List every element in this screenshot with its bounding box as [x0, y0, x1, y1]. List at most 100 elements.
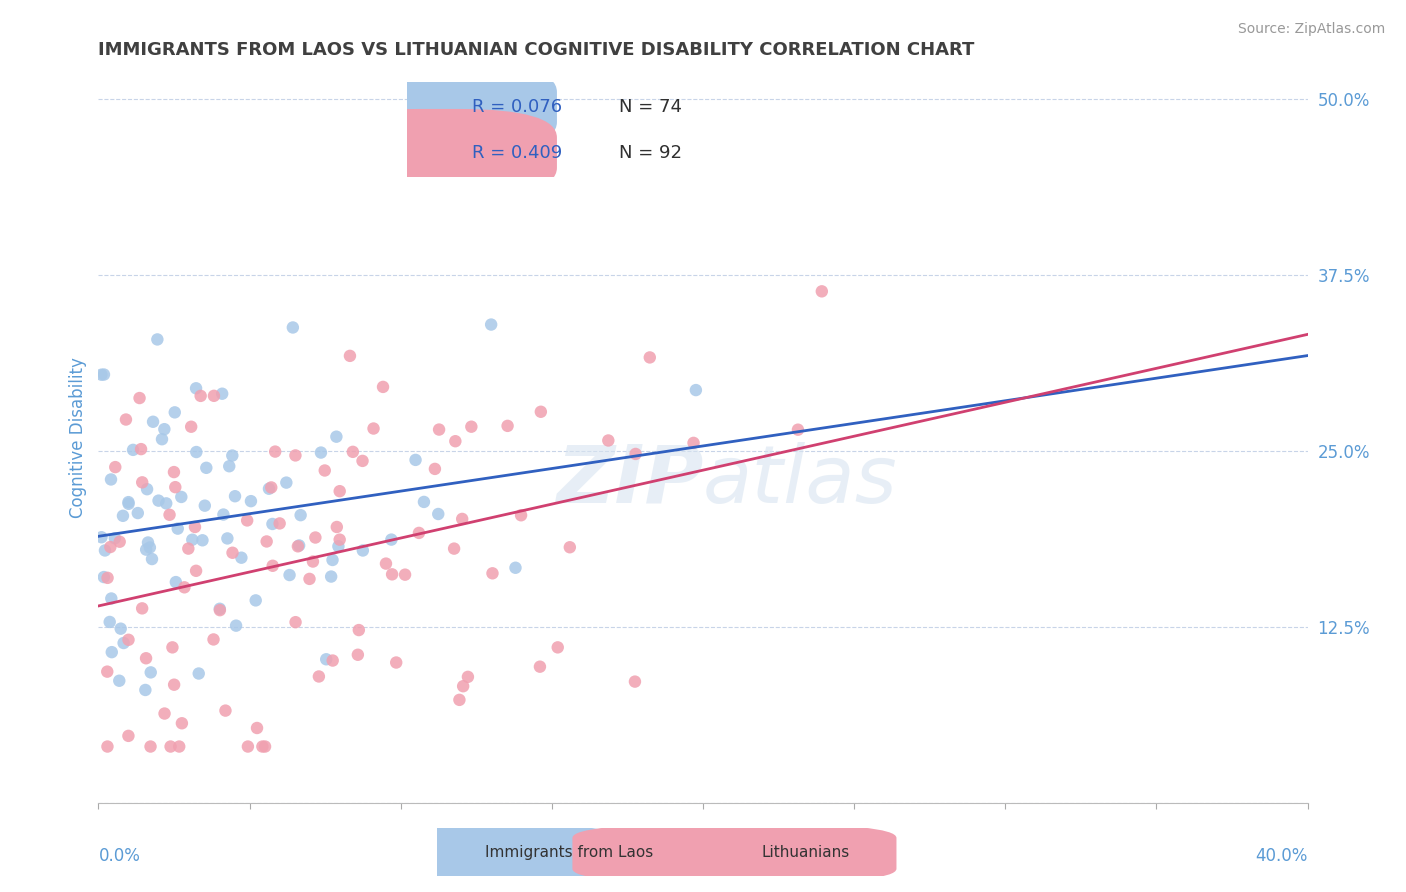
Point: [153, 422, 176, 436]
Point: [371, 380, 394, 394]
Point: [117, 729, 139, 743]
Point: [287, 539, 309, 553]
Point: [139, 739, 162, 754]
Point: [117, 495, 139, 509]
Point: [90, 368, 112, 382]
Point: [451, 679, 474, 693]
Point: [329, 484, 352, 499]
Point: [127, 506, 149, 520]
Point: [155, 496, 177, 510]
Point: [221, 449, 243, 463]
Point: [451, 512, 474, 526]
Point: [496, 418, 519, 433]
Point: [208, 601, 231, 615]
Point: [302, 555, 325, 569]
Point: [93, 368, 115, 382]
Y-axis label: Cognitive Disability: Cognitive Disability: [69, 357, 87, 517]
Point: [339, 349, 361, 363]
Point: [479, 318, 502, 332]
Point: [115, 412, 138, 426]
Point: [134, 683, 156, 698]
Point: [427, 423, 450, 437]
Point: [326, 520, 349, 534]
Point: [380, 533, 402, 547]
Point: [624, 447, 647, 461]
Text: 0.0%: 0.0%: [98, 847, 141, 864]
Point: [100, 645, 122, 659]
Point: [173, 580, 195, 594]
Point: [685, 383, 707, 397]
Point: [211, 386, 233, 401]
Point: [264, 444, 287, 458]
Point: [217, 532, 239, 546]
Point: [170, 716, 193, 731]
Point: [96, 665, 118, 679]
Point: [598, 434, 620, 448]
Point: [262, 558, 284, 573]
Point: [505, 561, 527, 575]
Point: [96, 571, 118, 585]
Point: [195, 460, 218, 475]
Point: [111, 508, 134, 523]
Point: [170, 490, 193, 504]
Point: [315, 652, 337, 666]
Point: [231, 550, 253, 565]
Point: [202, 632, 225, 647]
Point: [146, 333, 169, 347]
Point: [110, 622, 132, 636]
Point: [117, 632, 139, 647]
Point: [262, 516, 284, 531]
Point: [122, 442, 145, 457]
Point: [153, 706, 176, 721]
Point: [148, 493, 170, 508]
Point: [245, 593, 267, 607]
Point: [381, 567, 404, 582]
Point: [90, 530, 112, 544]
Point: [225, 618, 247, 632]
Point: [363, 421, 385, 435]
Point: [246, 721, 269, 735]
Point: [314, 463, 336, 477]
Point: [212, 508, 235, 522]
Point: [150, 432, 173, 446]
Point: [184, 381, 207, 395]
Point: [309, 445, 332, 459]
Point: [96, 739, 118, 754]
Text: IMMIGRANTS FROM LAOS VS LITHUANIAN COGNITIVE DISABILITY CORRELATION CHART: IMMIGRANTS FROM LAOS VS LITHUANIAN COGNI…: [98, 41, 974, 59]
Point: [93, 570, 115, 584]
Point: [638, 351, 661, 365]
Point: [136, 482, 159, 496]
Point: [308, 669, 330, 683]
Point: [167, 739, 190, 754]
Text: ZIP: ZIP: [555, 442, 703, 520]
Point: [191, 533, 214, 548]
Point: [165, 480, 187, 494]
Point: [413, 495, 436, 509]
Point: [239, 494, 262, 508]
Point: [166, 522, 188, 536]
Point: [128, 391, 150, 405]
Point: [180, 419, 202, 434]
Point: [108, 673, 131, 688]
Point: [190, 389, 212, 403]
Point: [163, 405, 186, 419]
Point: [304, 531, 326, 545]
Point: [385, 656, 408, 670]
Point: [325, 430, 347, 444]
Point: [187, 666, 209, 681]
Point: [298, 572, 321, 586]
Point: [405, 453, 427, 467]
Point: [284, 449, 307, 463]
Point: [284, 615, 307, 630]
Point: [112, 636, 135, 650]
Point: [529, 659, 551, 673]
Point: [342, 445, 364, 459]
Point: [443, 541, 465, 556]
Point: [787, 423, 810, 437]
Point: [135, 542, 157, 557]
Point: [547, 640, 569, 655]
Point: [141, 552, 163, 566]
Point: [139, 665, 162, 680]
Point: [558, 541, 581, 555]
Point: [129, 442, 152, 456]
